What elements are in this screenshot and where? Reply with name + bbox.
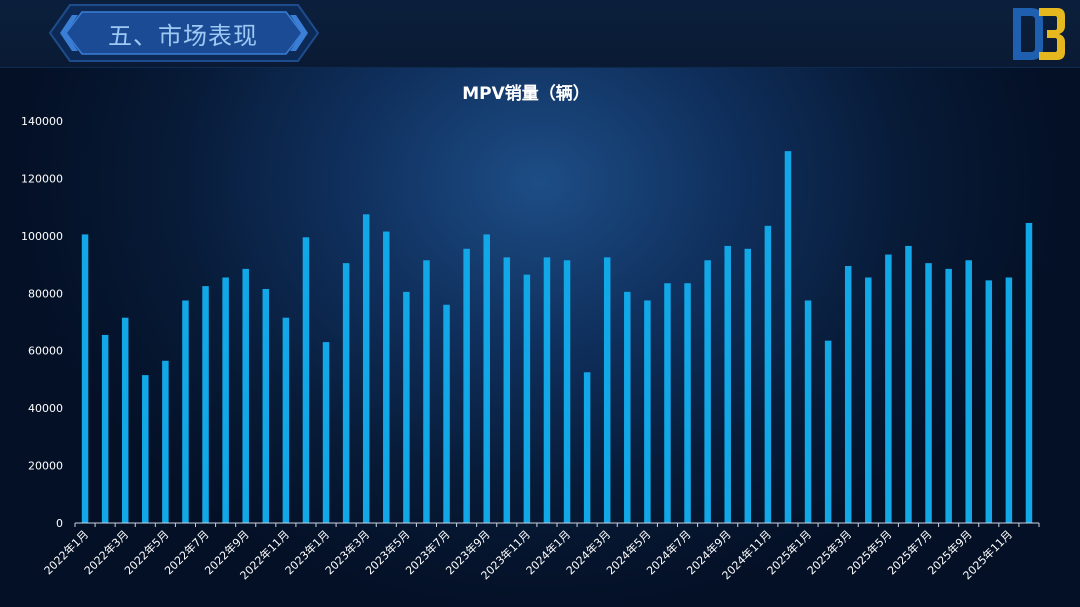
bar [162, 360, 169, 523]
bar [142, 375, 149, 523]
bar [483, 234, 490, 524]
y-tick-label: 140000 [21, 115, 63, 128]
chart-title: MPV销量（辆） [462, 83, 590, 104]
header-bar: 五、市场表现 [0, 0, 1080, 68]
bar [383, 231, 390, 524]
bar [624, 291, 631, 523]
bar [885, 254, 892, 523]
bar [262, 288, 270, 523]
bar [443, 304, 450, 523]
section-title: 五、市场表现 [108, 22, 258, 50]
bar [463, 248, 470, 523]
y-tick-label: 80000 [28, 287, 63, 300]
y-axis: 0 20000 40000 60000 80000 100000 120000 140000 [21, 115, 63, 530]
bar [945, 268, 952, 523]
bar [1005, 277, 1013, 523]
bar [784, 151, 792, 523]
bar [81, 234, 89, 524]
bars-group [81, 151, 1033, 524]
bar [202, 286, 209, 523]
y-tick-label: 0 [56, 517, 63, 530]
brand-logo [1013, 8, 1065, 60]
bar [844, 266, 852, 523]
bar [503, 257, 511, 523]
title-badge [48, 4, 320, 62]
y-tick-label: 100000 [21, 230, 63, 243]
bar [282, 317, 290, 523]
bar [985, 280, 993, 523]
bar [824, 340, 832, 523]
bar [724, 245, 731, 523]
bar [925, 263, 932, 523]
bar [423, 260, 430, 523]
bar [865, 277, 872, 523]
bar-chart: MPV销量（辆） 0 20000 40000 60000 80000 100000 1200… [21, 83, 1040, 582]
x-axis: 2022年1月2022年3月2022年5月2022年7月2022年9月2022年… [41, 522, 1040, 582]
bar [764, 225, 772, 523]
bar [644, 300, 651, 523]
bar [965, 260, 972, 523]
bar [684, 283, 691, 523]
bar [222, 277, 229, 523]
bar [362, 214, 370, 523]
y-tick-label: 120000 [21, 172, 63, 185]
y-tick-label: 60000 [28, 345, 63, 358]
bar [342, 263, 350, 523]
bar [121, 317, 129, 523]
bar [744, 248, 752, 523]
bar [322, 342, 330, 523]
bar [403, 291, 410, 523]
bar [302, 237, 310, 524]
bar [1025, 222, 1033, 523]
bar [101, 334, 109, 523]
bar [603, 257, 611, 523]
bar [242, 268, 249, 523]
bar [583, 372, 591, 523]
bar [905, 245, 912, 523]
bar [543, 257, 551, 523]
bar [563, 260, 571, 523]
bar [523, 274, 531, 523]
bar [664, 283, 671, 523]
y-tick-label: 40000 [28, 402, 63, 415]
bar [804, 300, 812, 523]
bar [182, 300, 189, 523]
bar [704, 260, 711, 523]
y-tick-label: 20000 [28, 460, 63, 473]
